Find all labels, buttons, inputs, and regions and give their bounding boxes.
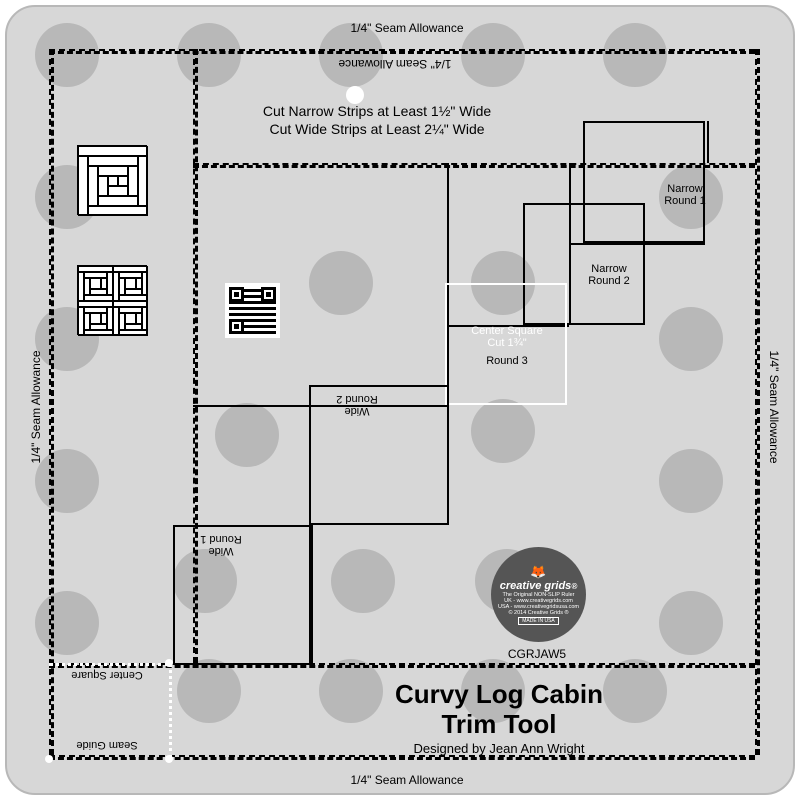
product-subtitle: Trim Tool xyxy=(349,709,649,740)
bl-seam-guide-label: Seam Guide xyxy=(57,739,157,751)
ruler-outline: 1/4" Seam Allowance 1/4" Seam Allowance 1/… xyxy=(5,5,795,795)
bl-center-sq-label: Center Square xyxy=(57,669,157,681)
seam-dash-right xyxy=(755,49,760,755)
seam-label-left: 1/4" Seam Allowance xyxy=(29,327,43,487)
grip-dot xyxy=(603,23,667,87)
seam-dash-top xyxy=(49,49,755,54)
byline: Designed by Jean Ann Wright xyxy=(349,741,649,756)
grip-dot xyxy=(177,659,241,723)
center-label: Center SquareCut 1¾" xyxy=(459,325,555,349)
bl-end-dot xyxy=(165,659,173,667)
grip-dot xyxy=(35,449,99,513)
qr-code xyxy=(225,283,280,338)
wide2-label: WideRound 2 xyxy=(327,393,387,417)
seam-label-top-inverted: 1/4" Seam Allowance xyxy=(315,57,475,71)
step-v xyxy=(707,121,709,163)
grip-dot xyxy=(309,251,373,315)
logcabin-diagram xyxy=(77,145,147,215)
grip-dot xyxy=(35,23,99,87)
grip-dot xyxy=(659,307,723,371)
wide1-label: WideRound 1 xyxy=(191,533,251,557)
grip-dot xyxy=(35,591,99,655)
bl-end-dot xyxy=(165,755,173,763)
narrow2-label: NarrowRound 2 xyxy=(579,263,639,287)
brand-badge: 🦊creative grids®The Original NON-SLIP Ru… xyxy=(491,547,586,642)
grip-dot xyxy=(331,549,395,613)
product-title: Curvy Log Cabin xyxy=(349,679,649,710)
seam-dash-left xyxy=(49,49,54,755)
bl-dash-v xyxy=(169,663,172,759)
narrow1-label: NarrowRound 1 xyxy=(655,183,715,207)
seam-label-right: 1/4" Seam Allowance xyxy=(767,327,781,487)
grip-dot xyxy=(659,591,723,655)
round3-label: Round 3 xyxy=(459,355,555,367)
grip-dot xyxy=(659,449,723,513)
logcabin-diagram xyxy=(77,265,147,335)
grip-dot xyxy=(215,403,279,467)
bl-end-dot xyxy=(45,755,53,763)
instruction-line2: Cut Wide Strips at Least 2¼" Wide xyxy=(227,121,527,137)
instruction-line1: Cut Narrow Strips at Least 1½" Wide xyxy=(227,103,527,119)
white-marker-dot xyxy=(346,86,364,104)
sku: CGRJAW5 xyxy=(487,647,587,661)
grip-dot xyxy=(471,399,535,463)
bl-dash-h xyxy=(49,663,169,666)
grip-dot xyxy=(177,23,241,87)
seam-label-bottom: 1/4" Seam Allowance xyxy=(327,773,487,787)
seam-label-top: 1/4" Seam Allowance xyxy=(327,21,487,35)
